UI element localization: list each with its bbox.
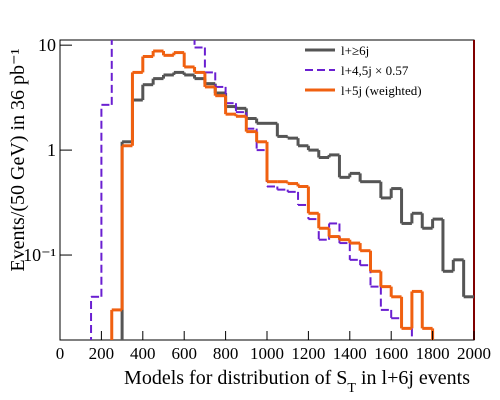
x-tick-label: 1000 — [250, 344, 284, 363]
x-tick-label: 1200 — [291, 344, 325, 363]
y-tick-label: 1 — [47, 140, 56, 160]
legend-label: l+4,5j × 0.57 — [341, 63, 409, 78]
x-label-part: T — [347, 381, 356, 396]
x-tick-label: 400 — [130, 344, 156, 363]
x-tick-label: 1800 — [416, 344, 450, 363]
legend-label: l+≥6j — [341, 43, 369, 58]
x-tick-label: 1600 — [374, 344, 408, 363]
x-tick-label: 200 — [89, 344, 115, 363]
legend-label: l+5j (weighted) — [341, 83, 422, 98]
x-tick-label: 600 — [171, 344, 197, 363]
x-tick-label: 0 — [56, 344, 65, 363]
x-tick-label: 1400 — [333, 344, 367, 363]
y-tick-label: 10 — [38, 35, 56, 55]
y-tick-label: 10⁻¹ — [23, 245, 56, 265]
x-axis-label: Models for distribution of ST in l+6j ev… — [124, 367, 470, 396]
x-label-part: in l+6j events — [356, 367, 470, 389]
x-label-part: Models for distribution of S — [124, 367, 347, 389]
x-tick-label: 2000 — [457, 344, 491, 363]
y-axis-label: Events/(50 GeV) in 36 pb⁻¹ — [7, 48, 29, 271]
x-tick-label: 800 — [213, 344, 239, 363]
plot-area — [90, 40, 474, 340]
